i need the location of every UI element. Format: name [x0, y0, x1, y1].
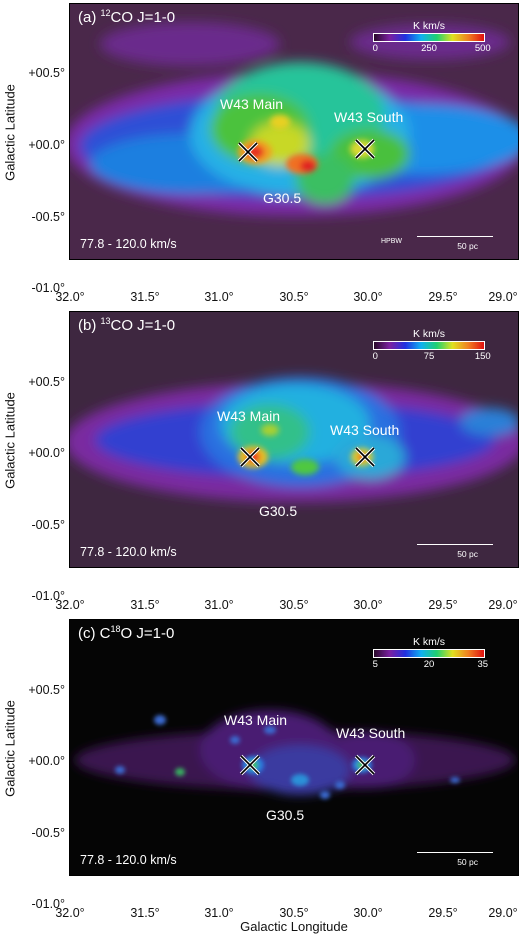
x-tick-label: 31.5°	[130, 598, 160, 612]
c18o-intensity-map	[70, 620, 518, 875]
scale-bar	[417, 852, 493, 853]
colorbar-tick: 20	[423, 659, 435, 670]
cross-marker-icon	[239, 446, 261, 468]
source-w43-main: W43 Main	[220, 96, 284, 112]
colorbar-tick: 75	[423, 351, 435, 362]
source-w43-main: W43 Main	[217, 408, 281, 424]
y-axis-label: Galactic Latitude	[2, 84, 18, 181]
x-tick-label: 29.0°	[488, 906, 518, 920]
x-tick-label: 29.0°	[488, 290, 518, 304]
colorbar-tick: 150	[474, 351, 491, 362]
source-g30-5: G30.5	[263, 190, 302, 206]
panel-label: (c) C18O J=1-0	[78, 624, 175, 642]
colorbar-unit: K km/s	[412, 20, 446, 32]
colorbar-tick: 250	[421, 43, 437, 54]
y-tick-label: +00.0°	[28, 138, 65, 152]
source-g30-5: G30.5	[266, 807, 305, 823]
cross-marker-icon	[239, 754, 261, 776]
source-w43-main: W43 Main	[224, 712, 288, 728]
panel-c18o: (c) C18O J=1-0 K km/s 5 20 35 W43 Main W43…	[69, 619, 519, 876]
y-tick-label: -01.0°	[31, 281, 66, 295]
x-tick-label: 29.5°	[428, 290, 458, 304]
x-tick-label: 31.5°	[130, 906, 160, 920]
y-tick-label: -01.0°	[31, 589, 66, 603]
colorbar-unit: K km/s	[412, 636, 446, 648]
velocity-range: 77.8 - 120.0 km/s	[80, 237, 177, 251]
scale-bar-label: 50 pc	[457, 549, 478, 559]
x-tick-label: 32.0°	[55, 598, 85, 612]
cross-marker-icon	[354, 138, 376, 160]
scale-bar	[417, 236, 493, 237]
y-tick-label: +00.0°	[28, 446, 65, 460]
panel-label: (b) 13CO J=1-0	[78, 316, 176, 334]
hpbw-label: HPBW	[381, 238, 402, 245]
colorbar: K km/s 0 250 500	[372, 20, 491, 54]
cross-marker-icon	[354, 446, 376, 468]
colorbar-gradient	[373, 33, 485, 42]
scale-bar-label: 50 pc	[457, 241, 478, 251]
velocity-range: 77.8 - 120.0 km/s	[80, 545, 177, 559]
source-w43-south: W43 South	[336, 725, 406, 741]
colorbar-unit: K km/s	[412, 328, 446, 340]
x-tick-label: 29.5°	[428, 598, 458, 612]
y-tick-label: -00.5°	[31, 826, 66, 840]
x-tick-label: 30.0°	[353, 598, 383, 612]
y-tick-label: +00.0°	[28, 754, 65, 768]
colorbar-tick: 35	[477, 659, 489, 670]
y-tick-label: -01.0°	[31, 897, 66, 911]
colorbar-tick: 0	[372, 351, 378, 362]
panel-label: (a) 12CO J=1-0	[78, 8, 176, 26]
x-tick-label: 31.0°	[204, 906, 234, 920]
y-axis-label: Galactic Latitude	[2, 392, 18, 489]
x-tick-label: 30.5°	[279, 290, 309, 304]
y-tick-label: -00.5°	[31, 210, 66, 224]
y-tick-label: +00.5°	[28, 375, 65, 389]
colorbar-tick: 5	[372, 659, 378, 670]
panel-13co: (b) 13CO J=1-0 K km/s 0 75 150 W43 Main W4…	[69, 311, 519, 568]
source-w43-south: W43 South	[330, 422, 400, 438]
source-g30-5: G30.5	[259, 503, 298, 519]
x-tick-label: 32.0°	[55, 906, 85, 920]
x-tick-label: 29.0°	[488, 598, 518, 612]
y-tick-label: +00.5°	[28, 66, 65, 80]
colorbar-tick: 500	[474, 43, 491, 54]
colorbar-gradient	[373, 649, 485, 658]
cross-marker-icon	[354, 754, 376, 776]
panel-12co: (a) 12CO J=1-0 K km/s 0 250 500 W43 Main W…	[69, 3, 519, 260]
x-tick-label: 30.5°	[279, 598, 309, 612]
13co-intensity-map	[70, 312, 518, 567]
colorbar-tick: 0	[372, 43, 378, 54]
scale-bar	[417, 544, 493, 545]
source-w43-south: W43 South	[334, 109, 404, 125]
y-axis-label: Galactic Latitude	[2, 700, 18, 797]
colorbar: K km/s 5 20 35	[372, 636, 489, 670]
x-tick-label: 30.0°	[353, 290, 383, 304]
x-tick-label: 30.0°	[353, 906, 383, 920]
colorbar-gradient	[373, 341, 485, 350]
cross-marker-icon	[237, 141, 259, 163]
velocity-range: 77.8 - 120.0 km/s	[80, 853, 177, 867]
y-tick-label: -00.5°	[31, 518, 66, 532]
x-tick-label: 31.5°	[130, 290, 160, 304]
x-tick-label: 31.0°	[204, 598, 234, 612]
x-tick-label: 30.5°	[279, 906, 309, 920]
x-axis-label: Galactic Longitude	[240, 919, 348, 934]
y-tick-label: +00.5°	[28, 683, 65, 697]
x-tick-label: 31.0°	[204, 290, 234, 304]
x-tick-label: 32.0°	[55, 290, 85, 304]
x-tick-label: 29.5°	[428, 906, 458, 920]
scale-bar-label: 50 pc	[457, 857, 478, 867]
colorbar: K km/s 0 75 150	[372, 328, 491, 362]
